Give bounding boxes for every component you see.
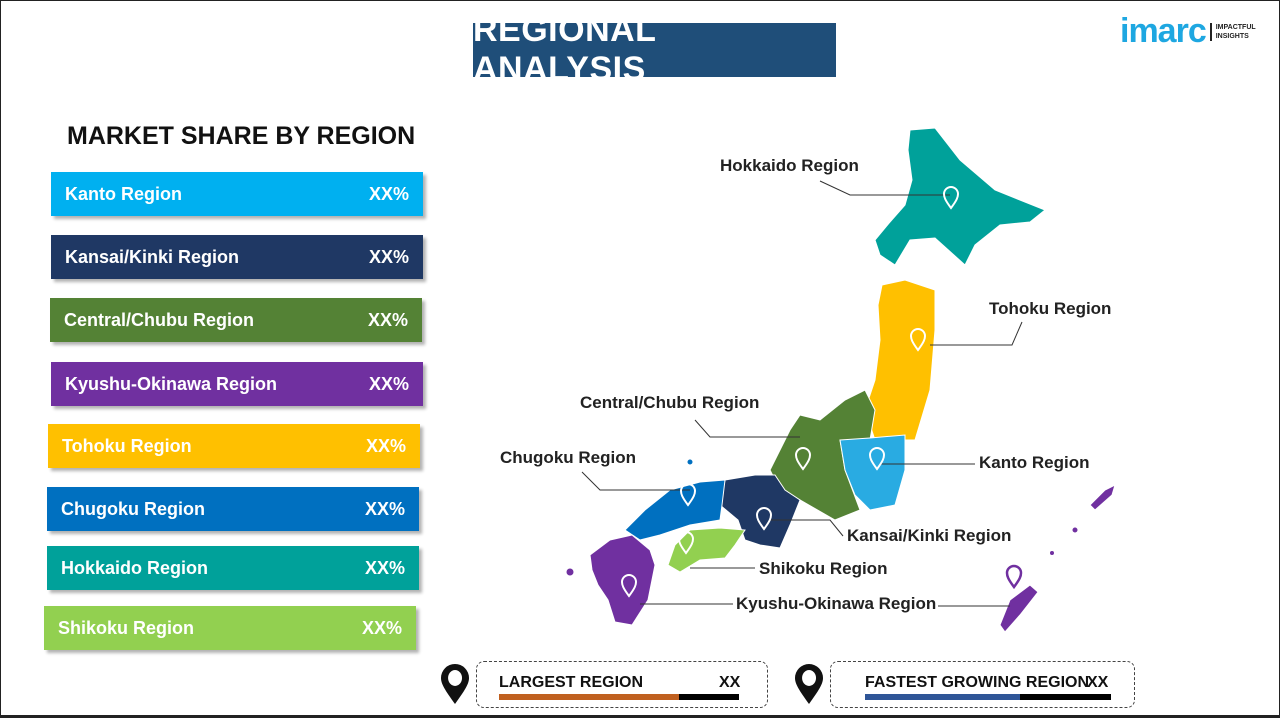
pin-icon: [620, 574, 638, 598]
pin-icon: [942, 186, 960, 210]
region-shikoku: [667, 527, 746, 573]
fastest-region-bar: [865, 694, 1111, 700]
map-label-kyushu: Kyushu-Okinawa Region: [736, 594, 937, 613]
pin-icon: [794, 447, 812, 471]
region-chugoku: [624, 479, 726, 541]
region-bar: Central/Chubu Region XX%: [50, 298, 422, 342]
region-share: XX%: [368, 183, 409, 204]
region-share: XX%: [364, 557, 405, 578]
region-bar: Chugoku Region XX%: [47, 487, 419, 531]
region-tohoku: [864, 279, 936, 441]
pin-icon: [679, 483, 697, 507]
map-label-kansai: Kansai/Kinki Region: [847, 526, 1012, 545]
region-share: XX%: [361, 617, 402, 638]
region-bar: Kansai/Kinki Region XX%: [51, 235, 423, 279]
largest-region-bar: [499, 694, 739, 700]
region-name: Central/Chubu Region: [64, 309, 254, 330]
region-share: XX%: [367, 309, 408, 330]
map-label-tohoku: Tohoku Region: [989, 299, 1112, 318]
largest-region-box: LARGEST REGION XX: [476, 661, 768, 708]
region-share: XX%: [364, 498, 405, 519]
region-bar: Tohoku Region XX%: [48, 424, 420, 468]
region-kansai: [719, 474, 801, 549]
region-bar: Kyushu-Okinawa Region XX%: [51, 362, 423, 406]
fastest-region-label: FASTEST GROWING REGION: [865, 674, 1090, 691]
region-name: Kyushu-Okinawa Region: [65, 373, 278, 394]
pin-icon: [909, 328, 927, 352]
map-label-chugoku: Chugoku Region: [500, 448, 636, 467]
region-share: XX%: [365, 435, 406, 456]
logo-brand: imarc: [1120, 12, 1207, 50]
region-name: Hokkaido Region: [61, 557, 209, 578]
pin-icon: [1005, 564, 1023, 590]
pin-icon: [677, 531, 695, 555]
region-bar: Shikoku Region XX%: [44, 606, 416, 650]
region-hokkaido: [874, 127, 1046, 266]
fastest-region-box: FASTEST GROWING REGION XX: [830, 661, 1135, 708]
region-name: Shikoku Region: [58, 617, 195, 638]
region-name: Chugoku Region: [61, 498, 205, 519]
largest-region-value: XX: [719, 674, 741, 691]
region-name: Tohoku Region: [62, 435, 192, 456]
region-share: XX%: [368, 246, 409, 267]
map-label-hokkaido: Hokkaido Region: [720, 156, 859, 175]
region-bar: Kanto Region XX%: [51, 172, 423, 216]
region-name: Kansai/Kinki Region: [65, 246, 240, 267]
pin-icon: [755, 507, 773, 531]
section-title: MARKET SHARE BY REGION: [67, 122, 416, 150]
largest-region-label: LARGEST REGION: [499, 674, 644, 691]
imarc-logo: imarc IMPACTFUL INSIGHTS: [1120, 12, 1256, 51]
logo-tagline: IMPACTFUL INSIGHTS: [1209, 22, 1256, 41]
map-label-central: Central/Chubu Region: [580, 393, 760, 412]
region-bar: Hokkaido Region XX%: [47, 546, 419, 590]
map-label-kanto: Kanto Region: [979, 453, 1090, 472]
region-share: XX%: [368, 373, 409, 394]
location-pin-icon: [440, 663, 469, 704]
fastest-region-value: XX: [1087, 674, 1109, 691]
region-name: Kanto Region: [65, 183, 182, 204]
region-kanto: [839, 434, 906, 511]
location-pin-icon: [795, 664, 823, 704]
pin-icon: [868, 447, 886, 471]
map-label-shikoku: Shikoku Region: [759, 559, 888, 578]
